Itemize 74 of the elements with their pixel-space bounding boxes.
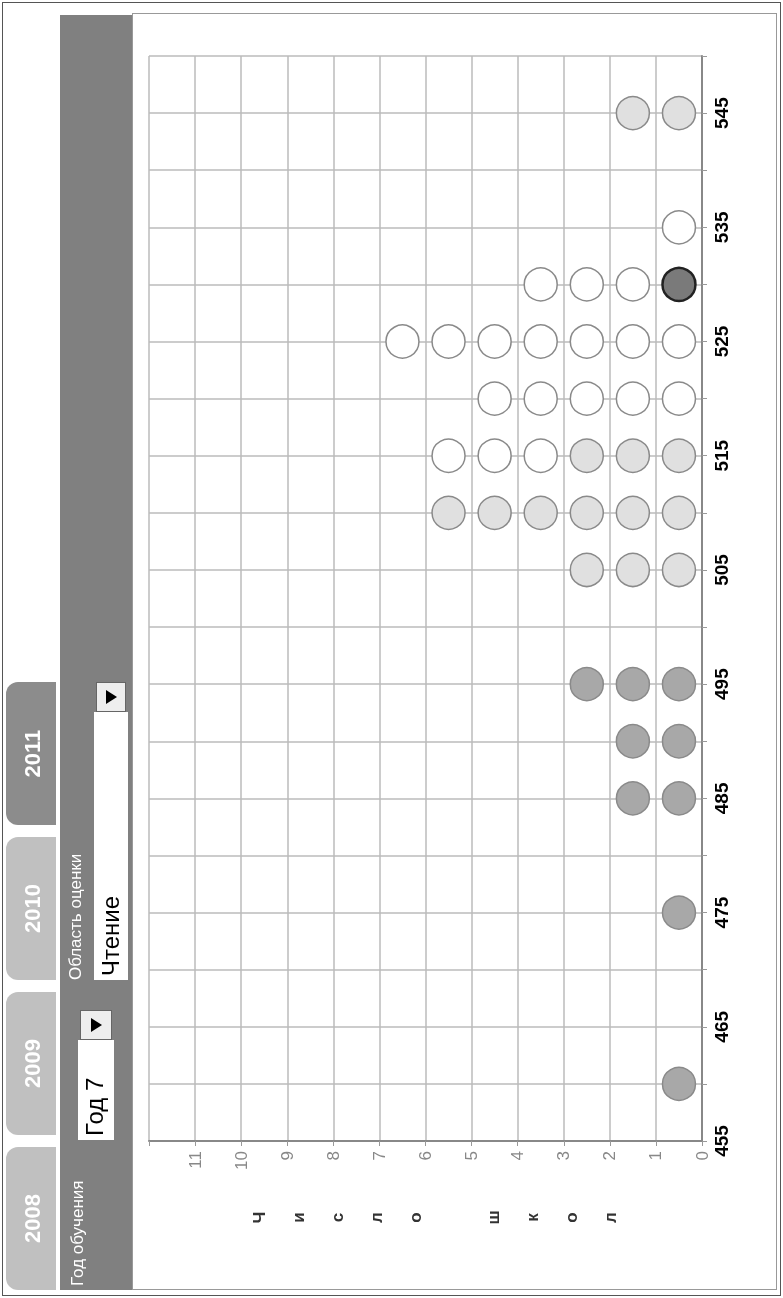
point — [569, 324, 605, 359]
point — [661, 495, 697, 531]
point — [523, 381, 558, 416]
point — [661, 1066, 697, 1102]
point — [615, 552, 651, 588]
point — [477, 381, 512, 416]
point — [523, 495, 558, 531]
y-tick-label: 525 — [711, 325, 732, 358]
point — [569, 552, 605, 588]
x-tick-label: 4 — [508, 1151, 528, 1161]
text: 2008 — [6, 1147, 56, 1290]
text: 2011 — [6, 682, 56, 825]
text: 2010 — [6, 837, 56, 980]
point — [615, 381, 651, 416]
text: Год обучения — [68, 1179, 87, 1286]
x-tick-label: 3 — [554, 1151, 574, 1161]
y-tick-label: 535 — [711, 211, 732, 244]
y-tick-label: 545 — [711, 96, 732, 129]
point — [661, 895, 697, 930]
x-tick-label: 9 — [277, 1151, 297, 1161]
x-tick-label: 1 — [646, 1151, 666, 1161]
x-tick-label: 11 — [185, 1151, 205, 1169]
point — [385, 324, 420, 359]
x-tick-label: 10 — [231, 1151, 251, 1170]
x-axis-title: Число школ — [250, 1208, 640, 1228]
point — [569, 495, 605, 531]
point — [523, 438, 558, 473]
point — [661, 724, 697, 759]
point — [661, 266, 697, 303]
x-tick-label: 6 — [416, 1151, 435, 1161]
x-tick-label: 0 — [692, 1151, 712, 1161]
text: Год 7 — [78, 1040, 114, 1140]
point — [661, 781, 697, 816]
point — [615, 324, 651, 359]
point — [661, 552, 697, 588]
point — [661, 381, 697, 416]
point — [615, 95, 651, 131]
point — [661, 95, 697, 131]
y-tick-label: 465 — [711, 1010, 732, 1043]
point — [569, 267, 605, 302]
text: 2009 — [6, 992, 56, 1135]
text: Область оценки — [66, 852, 85, 980]
point — [615, 438, 651, 473]
point — [523, 267, 558, 302]
point — [477, 438, 512, 473]
text: Чтение — [94, 712, 128, 980]
point — [615, 267, 651, 302]
y-tick-label: 495 — [711, 667, 732, 701]
point — [431, 495, 466, 531]
point — [477, 495, 512, 531]
x-tick-label: 7 — [369, 1151, 389, 1161]
y-tick-label: 455 — [711, 1124, 732, 1157]
x-tick-label: 8 — [323, 1151, 343, 1161]
x-tick-label: 2 — [600, 1151, 620, 1161]
point — [615, 724, 651, 759]
x-tick-label: 5 — [462, 1151, 482, 1161]
point — [615, 666, 651, 702]
point — [523, 324, 558, 359]
point — [615, 781, 651, 816]
point — [615, 495, 651, 531]
point — [661, 666, 697, 702]
point — [569, 381, 605, 416]
y-tick-label: 475 — [711, 896, 732, 929]
point — [661, 324, 697, 359]
y-tick-label: 515 — [711, 439, 732, 472]
point — [431, 438, 466, 473]
point — [569, 666, 605, 702]
y-tick-label: 485 — [711, 782, 732, 815]
point — [569, 438, 605, 473]
point — [431, 324, 466, 359]
point — [661, 210, 697, 245]
point — [477, 324, 512, 359]
y-tick-label: 505 — [711, 553, 732, 586]
point — [661, 438, 697, 473]
